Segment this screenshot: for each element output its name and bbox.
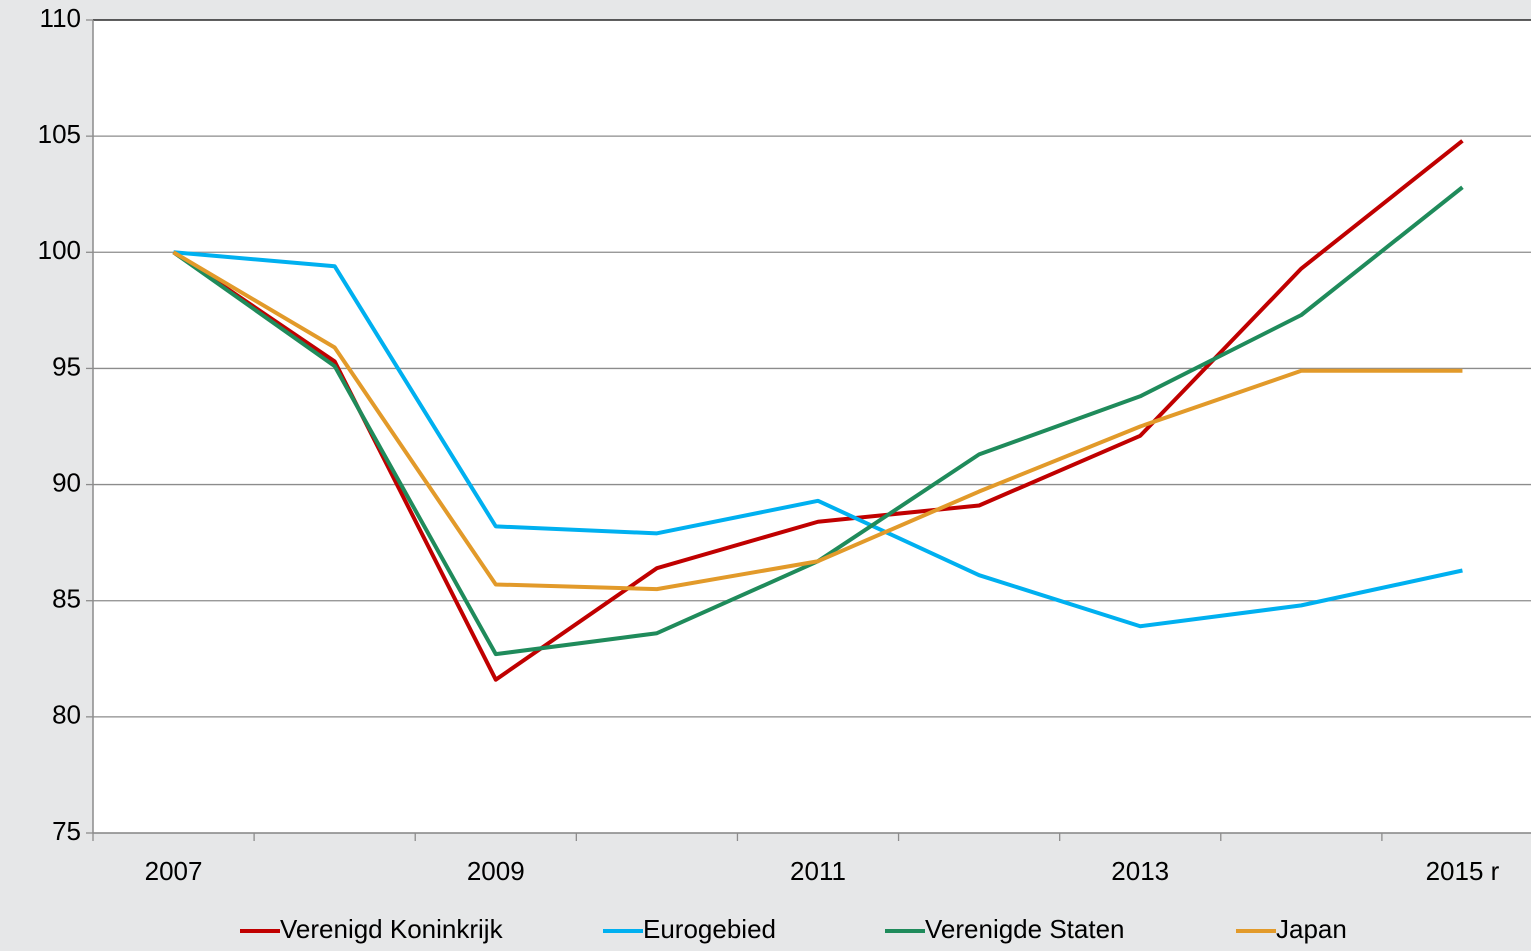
y-tick-label: 75 <box>52 816 81 846</box>
y-tick-label: 95 <box>52 351 81 381</box>
legend-label: Japan <box>1276 914 1347 944</box>
y-tick-label: 110 <box>40 3 81 33</box>
series-line <box>173 250 1463 629</box>
x-tick-label: 2009 <box>467 856 525 886</box>
x-tick-label: 2007 <box>145 856 203 886</box>
x-tick-label: 2015 r <box>1426 856 1500 886</box>
series-line <box>172 250 1463 592</box>
x-tick-label: 2011 <box>790 856 846 886</box>
y-tick-label: 100 <box>38 235 81 265</box>
y-tick-label: 105 <box>38 119 81 149</box>
series-line <box>172 139 1464 682</box>
x-tick-label: 2013 <box>1111 856 1169 886</box>
y-tick-label: 80 <box>52 700 81 730</box>
plot-area <box>93 20 1531 833</box>
y-tick-label: 90 <box>52 467 81 497</box>
y-tick-label: 85 <box>52 584 81 614</box>
legend-label: Verenigd Koninkrijk <box>280 914 504 944</box>
legend-label: Verenigde Staten <box>925 914 1125 944</box>
legend-label: Eurogebied <box>643 914 776 944</box>
